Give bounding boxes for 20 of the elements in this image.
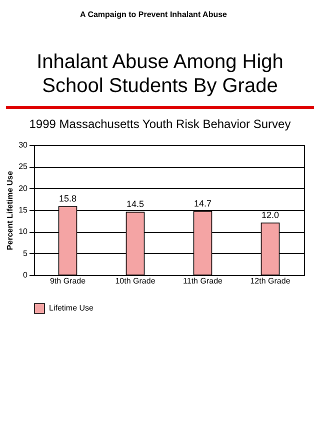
y-tick-label: 10 bbox=[18, 227, 28, 236]
y-axis-title: Percent Lifetime Use bbox=[6, 170, 15, 250]
text: 14.7 bbox=[194, 198, 212, 208]
y-tick-label: 30 bbox=[18, 140, 28, 150]
y-tick-label: 5 bbox=[23, 248, 28, 258]
x-tick-label: 9th Grade bbox=[50, 276, 86, 286]
text: 15.8 bbox=[58, 194, 77, 204]
x-tick-label: 10th Grade bbox=[115, 276, 156, 286]
legend-label: Lifetime Use bbox=[49, 304, 94, 312]
text: A Campaign to Prevent Inhalant Abuse bbox=[79, 9, 228, 21]
x-tick-label: 12th Grade bbox=[250, 276, 291, 286]
chart-subtitle: 1999 Massachusetts Youth Risk Behavior Survey bbox=[28, 117, 292, 131]
text: 12.0 bbox=[261, 210, 280, 220]
text: 14.5 bbox=[126, 199, 144, 210]
y-tick-label: 0 bbox=[23, 270, 28, 280]
chart-title: Inhalant Abuse Among High School Students By Grade bbox=[36, 50, 284, 98]
y-tick-label: 20 bbox=[18, 184, 28, 193]
y-tick-label: 25 bbox=[18, 162, 28, 172]
x-tick-label: 11th Grade bbox=[183, 276, 224, 286]
y-tick-label: 15 bbox=[18, 206, 28, 214]
